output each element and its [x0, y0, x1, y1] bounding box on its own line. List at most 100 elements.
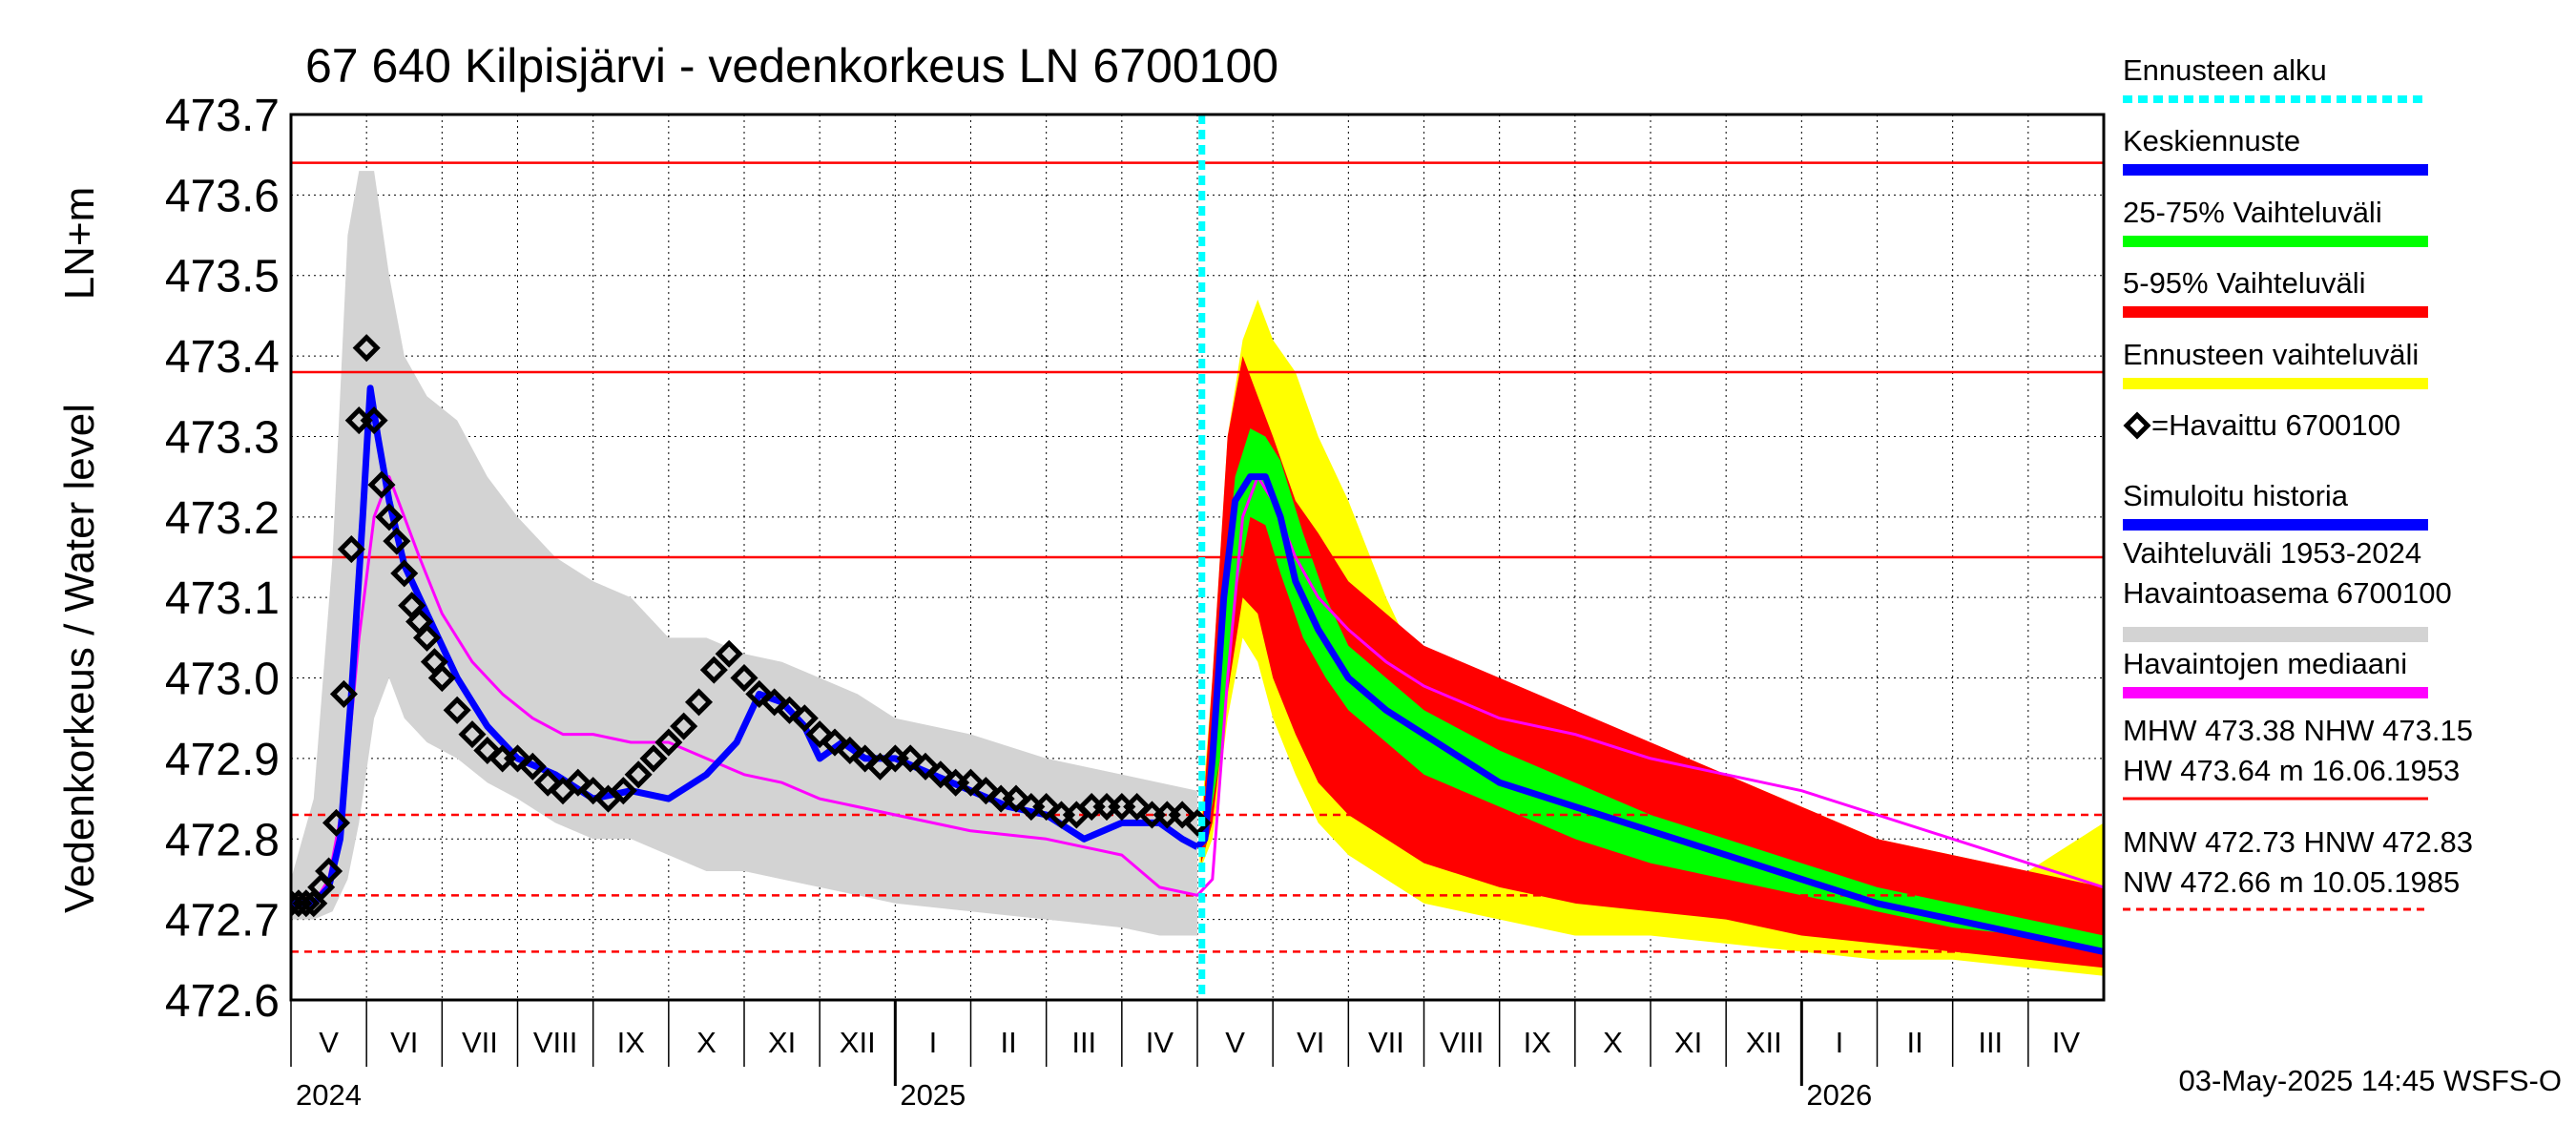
month-label: IX	[617, 1026, 646, 1059]
y-tick-label: 473.6	[165, 171, 280, 221]
legend: Ennusteen alku Keskiennuste 25-75% Vaihtel…	[2123, 53, 2473, 911]
month-label: IV	[1146, 1026, 1174, 1059]
year-label: 2024	[296, 1078, 362, 1112]
month-label: VIII	[1440, 1026, 1485, 1059]
month-label: XII	[1746, 1026, 1782, 1059]
observed-point	[654, 728, 683, 757]
observed-point	[427, 664, 456, 693]
observed-point	[624, 760, 653, 789]
observed-point	[821, 728, 849, 757]
month-label: IV	[2052, 1026, 2081, 1059]
month-label: II	[1000, 1026, 1016, 1059]
forecast-25-75-band	[1204, 428, 2104, 952]
month-label: XI	[768, 1026, 796, 1059]
y-tick-label: 473.0	[165, 655, 280, 705]
legend-label: Havaintojen mediaani	[2123, 647, 2407, 680]
observed-point	[579, 777, 608, 805]
legend-label: 5-95% Vaihteluväli	[2123, 266, 2365, 300]
plot-area: 473.7 473.6 473.5 473.4 473.3 473.2 473.1 473.0…	[165, 91, 2106, 1112]
y-tick-label: 473.1	[165, 573, 280, 624]
observed-point	[836, 736, 864, 765]
observed-point	[367, 470, 396, 499]
observed-point	[443, 696, 471, 724]
observed-point	[609, 777, 637, 805]
legend-label: Simuloitu historia	[2123, 479, 2349, 512]
observed-point	[533, 768, 562, 797]
observed-point	[775, 696, 804, 724]
month-label: X	[696, 1026, 717, 1059]
observed-point	[715, 639, 743, 668]
legend-label: Vaihteluväli 1953-2024	[2123, 536, 2421, 570]
observed-point	[412, 623, 442, 652]
month-label: II	[1906, 1026, 1922, 1059]
observed-point	[670, 712, 698, 740]
year-label: 2025	[900, 1078, 966, 1112]
observed-point	[911, 752, 940, 781]
y-tick-label: 473.7	[165, 91, 280, 141]
month-label: XI	[1674, 1026, 1702, 1059]
observed-point	[518, 752, 547, 781]
y-axis-label: Vedenkorkeus / Water level	[56, 404, 103, 913]
observed-point	[760, 688, 789, 717]
observed-point	[375, 503, 404, 531]
month-label: VI	[390, 1026, 418, 1059]
stats-high-1: MHW 473.38 NHW 473.15	[2123, 714, 2473, 747]
observed-point	[329, 679, 358, 708]
legend-label: Ennusteen alku	[2123, 53, 2327, 87]
timestamp-footer: 03-May-2025 14:45 WSFS-O	[2179, 1064, 2562, 1097]
y-tick-label: 472.8	[165, 815, 280, 865]
month-label: V	[1225, 1026, 1245, 1059]
y-tick-label: 472.9	[165, 735, 280, 785]
observed-point	[1123, 792, 1152, 822]
observed-point	[896, 744, 924, 773]
stats-low-1: MNW 472.73 HNW 472.83	[2123, 825, 2473, 859]
stats-high-2: HW 473.64 m 16.06.1953	[2123, 754, 2460, 787]
observed-point	[1002, 784, 1030, 813]
month-label: III	[1071, 1026, 1096, 1059]
month-label: V	[319, 1026, 339, 1059]
chart-title: 67 640 Kilpisjärvi - vedenkorkeus LN 670…	[305, 39, 1278, 93]
observed-point	[564, 768, 592, 797]
month-label: VIII	[533, 1026, 578, 1059]
observed-point	[699, 656, 728, 684]
month-label: VII	[1368, 1026, 1404, 1059]
observed-point	[503, 744, 532, 773]
month-label: XII	[840, 1026, 876, 1059]
y-tick-label: 473.5	[165, 252, 280, 302]
y-tick-label: 472.6	[165, 976, 280, 1027]
observed-point	[322, 808, 351, 837]
mean-forecast-line	[1195, 473, 2104, 955]
observed-point	[352, 334, 381, 363]
observed-point	[458, 720, 487, 749]
y-tick-label: 472.7	[165, 896, 280, 947]
observed-point	[360, 406, 388, 435]
legend-label: =Havaittu 6700100	[2151, 408, 2400, 442]
observed-point	[1168, 801, 1196, 829]
observed-point	[851, 744, 880, 773]
y-tick-label: 473.4	[165, 332, 280, 383]
median-line	[291, 475, 2104, 906]
observed-point	[926, 760, 955, 789]
plot-content	[291, 114, 2104, 1000]
month-label: I	[1836, 1026, 1844, 1059]
y-tick-label: 473.2	[165, 493, 280, 544]
legend-label: Keskiennuste	[2123, 124, 2300, 157]
legend-label: Havaintoasema 6700100	[2123, 576, 2452, 610]
observed-point	[383, 527, 411, 555]
observed-point	[971, 777, 1000, 805]
year-label: 2026	[1806, 1078, 1872, 1112]
observed-point	[790, 704, 819, 733]
observed-point	[730, 664, 758, 693]
month-label: III	[1978, 1026, 2003, 1059]
month-label: IX	[1524, 1026, 1552, 1059]
observed-point	[639, 744, 668, 773]
stats-low-2: NW 472.66 m 10.05.1985	[2123, 865, 2460, 899]
y-tick-label: 473.3	[165, 412, 280, 463]
observed-point	[315, 857, 343, 885]
month-label: VI	[1297, 1026, 1324, 1059]
observed-point	[805, 720, 834, 749]
month-label: X	[1603, 1026, 1623, 1059]
observed-point	[292, 889, 321, 918]
